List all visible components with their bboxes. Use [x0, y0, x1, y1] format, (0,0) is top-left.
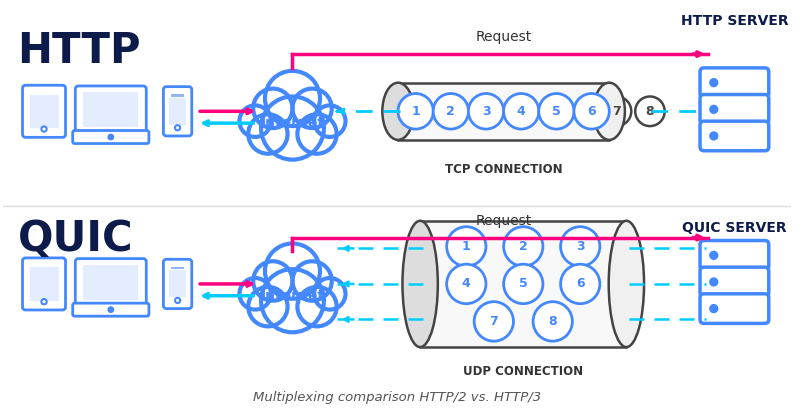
FancyBboxPatch shape: [699, 121, 768, 151]
Ellipse shape: [608, 221, 643, 347]
Text: 8: 8: [645, 105, 654, 118]
Text: 1: 1: [461, 240, 470, 253]
FancyBboxPatch shape: [75, 86, 146, 136]
Circle shape: [538, 94, 573, 129]
Text: QUIC: QUIC: [18, 218, 133, 260]
Text: 3: 3: [481, 105, 490, 118]
Bar: [419, 221, 626, 347]
Text: TCP CONNECTION: TCP CONNECTION: [444, 163, 561, 176]
Circle shape: [503, 264, 542, 304]
Circle shape: [248, 287, 287, 326]
Circle shape: [709, 79, 717, 87]
Circle shape: [709, 105, 717, 113]
Circle shape: [314, 278, 345, 309]
Text: 2: 2: [446, 105, 455, 118]
Circle shape: [560, 227, 599, 266]
Text: Internet: Internet: [260, 289, 324, 303]
Text: 2: 2: [518, 240, 527, 253]
FancyBboxPatch shape: [22, 85, 66, 137]
Circle shape: [261, 269, 323, 332]
Circle shape: [468, 94, 503, 129]
Circle shape: [709, 304, 717, 313]
Circle shape: [314, 105, 345, 137]
Circle shape: [253, 89, 292, 128]
Circle shape: [261, 96, 323, 159]
Text: 1: 1: [411, 105, 419, 118]
FancyBboxPatch shape: [699, 294, 768, 323]
FancyBboxPatch shape: [73, 303, 148, 316]
FancyBboxPatch shape: [699, 94, 768, 124]
Text: Internet: Internet: [260, 116, 324, 130]
Circle shape: [503, 227, 542, 266]
Circle shape: [473, 302, 512, 341]
Text: 4: 4: [516, 105, 525, 118]
Circle shape: [297, 114, 336, 154]
Text: HTTP SERVER: HTTP SERVER: [680, 14, 788, 28]
Text: Request: Request: [475, 30, 531, 44]
Bar: [171, 267, 184, 269]
Circle shape: [634, 96, 664, 126]
Circle shape: [265, 243, 319, 299]
Circle shape: [248, 114, 287, 154]
Text: 3: 3: [575, 240, 584, 253]
Text: Request: Request: [475, 214, 531, 228]
Text: QUIC SERVER: QUIC SERVER: [681, 221, 786, 235]
Circle shape: [709, 251, 717, 259]
Text: 5: 5: [551, 105, 560, 118]
Text: 7: 7: [611, 105, 620, 118]
FancyBboxPatch shape: [73, 131, 148, 143]
FancyBboxPatch shape: [22, 258, 66, 310]
Circle shape: [709, 278, 717, 286]
Text: 6: 6: [575, 277, 584, 290]
Bar: [171, 94, 184, 96]
Text: UDP CONNECTION: UDP CONNECTION: [463, 365, 582, 378]
Circle shape: [239, 278, 270, 309]
Circle shape: [432, 94, 468, 129]
Circle shape: [253, 261, 292, 301]
Circle shape: [265, 71, 319, 126]
Circle shape: [560, 264, 599, 304]
Text: 7: 7: [488, 315, 497, 328]
FancyBboxPatch shape: [699, 68, 768, 98]
Text: 6: 6: [586, 105, 595, 118]
Circle shape: [292, 261, 331, 301]
Circle shape: [297, 287, 336, 326]
FancyBboxPatch shape: [699, 241, 768, 270]
Ellipse shape: [382, 83, 413, 140]
Circle shape: [108, 307, 113, 312]
FancyBboxPatch shape: [163, 259, 192, 309]
FancyBboxPatch shape: [75, 259, 146, 308]
Circle shape: [601, 96, 630, 126]
FancyBboxPatch shape: [699, 267, 768, 297]
Circle shape: [709, 132, 717, 140]
Circle shape: [446, 264, 485, 304]
Bar: [169, 271, 186, 297]
Ellipse shape: [402, 221, 437, 347]
Circle shape: [292, 89, 331, 128]
Circle shape: [398, 94, 433, 129]
Text: 4: 4: [461, 277, 470, 290]
Ellipse shape: [593, 83, 624, 140]
Text: HTTP: HTTP: [18, 30, 141, 73]
Text: Multiplexing comparison HTTP/2 vs. HTTP/3: Multiplexing comparison HTTP/2 vs. HTTP/…: [252, 391, 540, 404]
Text: 5: 5: [518, 277, 527, 290]
Bar: [83, 265, 138, 300]
Bar: [83, 92, 138, 127]
Bar: [398, 83, 609, 140]
Circle shape: [239, 105, 270, 137]
Circle shape: [446, 227, 485, 266]
Bar: [169, 98, 186, 125]
Bar: [30, 95, 59, 128]
Bar: [30, 267, 59, 301]
Circle shape: [503, 94, 538, 129]
FancyBboxPatch shape: [163, 87, 192, 136]
Text: 8: 8: [548, 315, 557, 328]
Circle shape: [108, 134, 113, 140]
Circle shape: [573, 94, 609, 129]
Circle shape: [533, 302, 572, 341]
